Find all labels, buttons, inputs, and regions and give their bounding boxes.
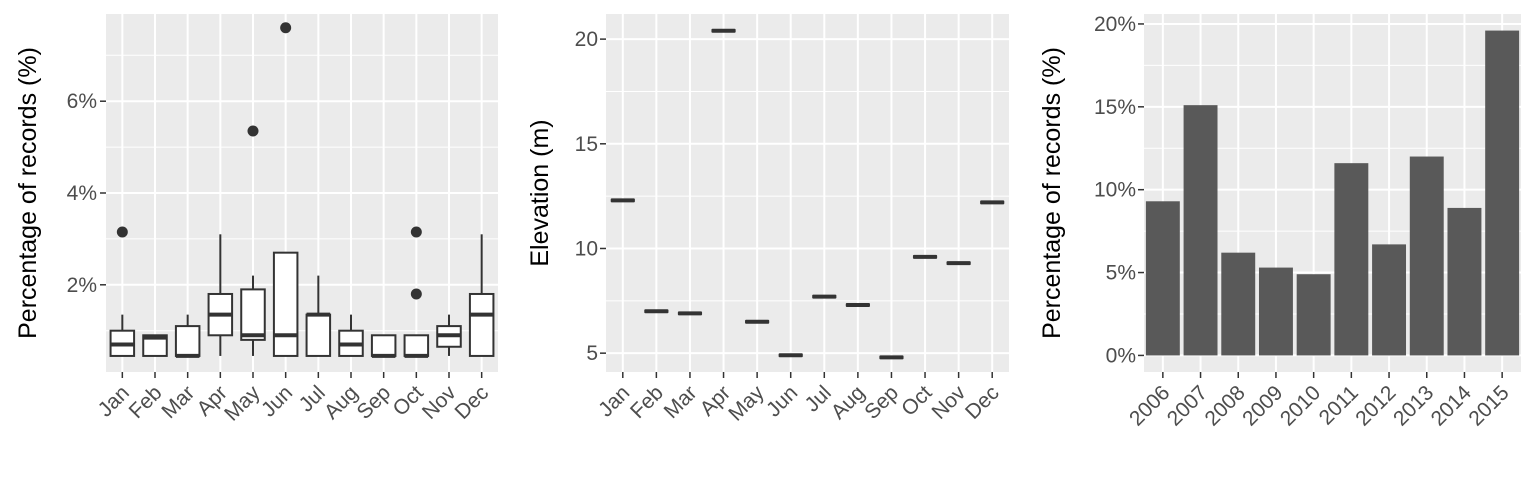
y-axis-title: Percentage of records (%) [14,47,42,339]
box-nov [436,314,462,356]
elevation-mark-jun [778,353,803,358]
y-tick-label: 5% [1106,262,1136,285]
y-axis-title: Percentage of records (%) [1038,47,1066,339]
box-aug [338,314,364,357]
x-tick-label: Aug [827,381,870,424]
outlier-point [280,22,292,34]
box-sep [370,334,397,358]
box-body [272,251,299,357]
x-tick-label: Aug [320,381,363,424]
panel-3: 0%5%10%15%20%200620072008200920102011201… [1038,13,1521,431]
y-tick-label: 6% [67,90,97,113]
box-body [305,313,332,357]
x-tick-label: 2012 [1351,381,1400,430]
bar-2012 [1372,244,1407,356]
panel-background [606,14,1009,372]
y-tick-label: 20 [575,28,598,51]
y-tick-label: 20% [1094,13,1136,36]
box-body [142,334,168,357]
outlier-point [410,288,422,300]
x-tick-label: Jun [257,381,297,421]
x-tick-label: Mar [157,381,199,423]
panel-2: 5101520JanFebMarAprMayJunJulAugSepOctNov… [526,14,1009,426]
outlier-point [247,125,259,137]
x-tick-label: Oct [389,381,428,420]
y-tick-label: 4% [67,182,97,205]
elevation-mark-mar [677,311,703,316]
bar-2009 [1258,267,1293,356]
y-axis-title: Elevation (m) [526,119,554,266]
x-tick-label: 2015 [1464,381,1513,430]
box-apr [207,234,234,356]
x-tick-label: Jun [762,381,802,421]
outlier-point [410,226,422,238]
elevation-mark-feb [644,309,669,314]
y-tick-label: 5 [586,342,598,365]
box-body [240,288,266,341]
elevation-mark-sep [879,355,904,360]
y-tick-label: 15% [1094,96,1136,119]
box-feb [142,334,168,357]
x-tick-label: May [724,381,769,426]
x-tick-label: 2009 [1238,381,1287,430]
y-tick-label: 10% [1094,179,1136,202]
bar-2015 [1485,30,1520,356]
elevation-mark-apr [711,28,736,33]
box-oct [403,226,430,358]
elevation-mark-may [745,319,770,324]
bar-2007 [1183,105,1218,356]
y-tick-label: 15 [575,133,598,156]
x-tick-label: 2010 [1276,381,1325,430]
x-tick-label: Mar [660,381,702,423]
x-tick-label: Sep [860,381,903,424]
y-tick-label: 2% [67,274,97,297]
box-jan [109,226,136,357]
bar-2014 [1447,207,1482,356]
elevation-mark-jan [610,198,635,203]
x-tick-label: Sep [353,381,396,424]
box-mar [174,314,201,358]
box-body [370,334,397,357]
x-tick-label: Jan [94,381,134,421]
bar-2013 [1409,156,1444,356]
x-tick-label: Oct [897,381,936,420]
bar-2006 [1145,201,1180,356]
x-tick-label: 2011 [1315,381,1363,429]
elevation-mark-aug [845,303,870,308]
y-tick-label: 0% [1106,344,1136,367]
box-jun [272,22,299,357]
box-body [174,325,201,357]
x-tick-label: 2013 [1389,381,1438,430]
elevation-mark-nov [946,261,971,266]
x-tick-label: Dec [961,381,1004,424]
x-tick-label: Nov [927,381,970,424]
x-tick-label: Jan [594,381,634,421]
elevation-mark-dec [980,200,1005,205]
panel-1: 2%4%6%JanFebMarAprMayJunJulAugSepOctNovD… [14,14,498,426]
box-dec [468,234,495,357]
elevation-mark-oct [912,254,938,259]
x-tick-label: 2014 [1427,381,1477,431]
y-tick-label: 10 [575,237,598,260]
x-tick-label: 2008 [1200,381,1249,430]
box-may [240,125,266,356]
x-tick-label: 2007 [1163,381,1212,430]
elevation-mark-jul [812,294,837,299]
x-tick-label: Dec [451,381,494,424]
bar-2008 [1221,252,1256,356]
box-body [468,292,495,357]
x-tick-label: Feb [626,381,668,423]
outlier-point [116,226,128,238]
box-jul [305,275,332,357]
x-tick-label: 2006 [1125,381,1174,430]
bar-2010 [1296,274,1331,356]
bar-2011 [1334,163,1369,356]
x-tick-label: Feb [125,381,167,423]
box-body [403,334,430,357]
